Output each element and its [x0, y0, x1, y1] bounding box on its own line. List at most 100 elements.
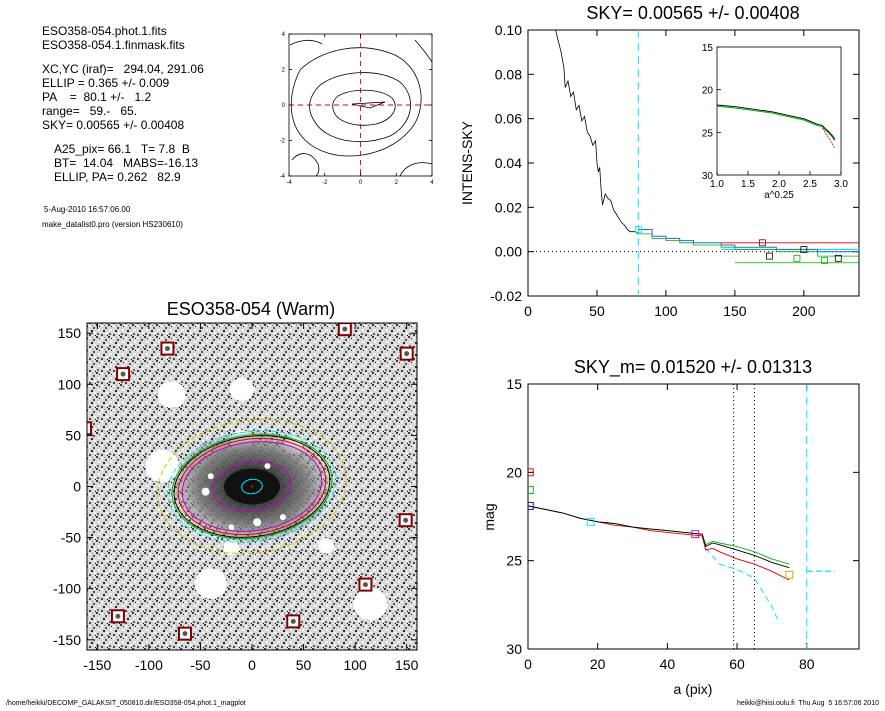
contour-y-label: 0: [282, 103, 286, 109]
sky-x-label: 100: [654, 303, 678, 319]
star-core: [362, 582, 368, 588]
contour-plot: -4 -2 0 2 4 4 2 0 -2 -4: [280, 32, 435, 186]
mag-x-label: 40: [660, 656, 676, 672]
contour-lines: [289, 39, 433, 177]
sky-y-label: 0.02: [495, 199, 522, 215]
sky-profile-line: [555, 30, 639, 235]
contour-x-label: 4: [430, 180, 434, 186]
image-y-label: 100: [58, 376, 82, 392]
contour-x-label: 2: [395, 180, 399, 186]
image-x-label: 150: [395, 657, 419, 673]
inset-y-label: 30: [702, 171, 714, 182]
contour-corner-1: [289, 39, 323, 46]
star-core: [290, 618, 296, 624]
masked-star: [207, 473, 214, 480]
mag-marker: [586, 517, 595, 526]
file-name-mask: ESO358-054.1.finmask.fits: [42, 38, 185, 52]
contour-mid: [309, 72, 411, 143]
mag-plot-xlabel: a (pix): [674, 681, 713, 697]
contour-inner: [332, 89, 396, 126]
image-y-label: 150: [58, 325, 82, 341]
inset-y-label: 20: [702, 86, 714, 97]
image-x-label: 100: [343, 657, 367, 673]
contour-x-label: -2: [322, 180, 328, 186]
masked-region: [157, 381, 186, 408]
image-y-label: -100: [53, 581, 81, 597]
footer-path: /home/heikki/DECOMP_GALAKSIT_050810.dir/…: [6, 700, 246, 707]
masked-star: [228, 524, 235, 531]
contour-y-label: 2: [282, 68, 286, 74]
isophote-ellipse: [171, 433, 333, 540]
sky-y-label: 0.10: [495, 22, 522, 38]
sky-marker: [821, 257, 828, 264]
image-y-label: -150: [53, 632, 81, 648]
sky-y-label: -0.02: [490, 288, 522, 304]
sky-marker: [793, 254, 801, 262]
sky-y-label: 0.04: [495, 155, 522, 171]
a25-value: A25_pix= 66.1 T= 7.8 B: [54, 142, 190, 156]
mag-marker: [785, 570, 794, 579]
contour-y-label: 4: [282, 32, 286, 38]
inset-frame: [716, 46, 842, 176]
masked-region: [353, 587, 388, 621]
position-angle: PA = 80.1 +/- 1.2: [42, 90, 152, 104]
image-x-label: -100: [135, 657, 163, 673]
mag-plot-title: SKY_m= 0.01520 +/- 0.01313: [574, 357, 812, 378]
image-x-label: 0: [248, 657, 256, 673]
contour-x-label: -4: [286, 180, 292, 186]
mag-profile-cyan: [705, 547, 780, 623]
inset-y-label: 15: [702, 43, 714, 54]
sky-y-label: 0.08: [495, 66, 522, 82]
contour-x-label: 0: [359, 180, 363, 186]
mag-x-label: 80: [799, 656, 815, 672]
star-core: [182, 631, 188, 637]
star-core: [342, 326, 348, 332]
star-core: [120, 371, 126, 377]
star-mask-box: [87, 421, 92, 436]
timestamp: 5-Aug-2010 16:57:06.00: [44, 205, 131, 214]
mag-y-label: 20: [506, 464, 522, 480]
isophote-ellipse: [173, 435, 331, 538]
sky-marker: [765, 252, 773, 260]
contour-corner-3: [291, 153, 320, 177]
sky-value: SKY= 0.00565 +/- 0.00408: [42, 118, 185, 132]
contour-y-label: -2: [280, 139, 286, 145]
sky-x-label: 0: [524, 303, 532, 319]
masked-region: [229, 378, 254, 401]
inset-x-label: 2.0: [772, 179, 786, 190]
inset-profile-red: [822, 127, 836, 149]
mag-y-label: 30: [506, 641, 522, 657]
star-core: [404, 351, 410, 357]
contour-outer: [290, 47, 422, 157]
sky-marker: [834, 254, 842, 262]
isophote-ellipse: [157, 418, 347, 555]
footer-user: heikki@hiisi.oulu.fi Thu Aug 5 16:57:06 …: [736, 700, 879, 707]
ellipticity: ELLIP = 0.365 +/- 0.009: [42, 76, 170, 90]
mag-x-label: 60: [729, 656, 745, 672]
image-x-label: -150: [83, 657, 111, 673]
sky-x-label: 150: [723, 303, 747, 319]
mag-profile-black: [528, 505, 790, 569]
isophote-ellipse: [167, 430, 337, 543]
sky-step-blue: [638, 229, 859, 253]
mag-plot-frame: [527, 383, 860, 650]
masked-star: [201, 487, 210, 496]
mag-marker: [528, 468, 534, 477]
isophote-ellipse: [241, 478, 263, 495]
inset-y-label: 25: [702, 128, 714, 139]
mag-profile-red: [528, 505, 790, 581]
mag-y-label: 25: [506, 553, 522, 569]
sky-x-label: 200: [792, 303, 816, 319]
galaxy-image-plot: ESO358-054 (Warm) -150 -100 -50 0 50 100 150 -1…: [53, 299, 419, 673]
mag-plot-ylabel: mag: [481, 503, 497, 530]
star-core: [115, 613, 121, 619]
image-x-label: 50: [296, 657, 312, 673]
galaxy-center: [250, 485, 254, 488]
mag-marker: [528, 501, 534, 510]
bt-mabs-value: BT= 14.04 MABS=-16.13: [54, 156, 199, 170]
masked-region: [318, 538, 335, 554]
inset-x-label: 3.0: [834, 179, 848, 190]
inset-xlabel: a^0.25: [764, 190, 794, 201]
sky-marker: [759, 239, 766, 247]
